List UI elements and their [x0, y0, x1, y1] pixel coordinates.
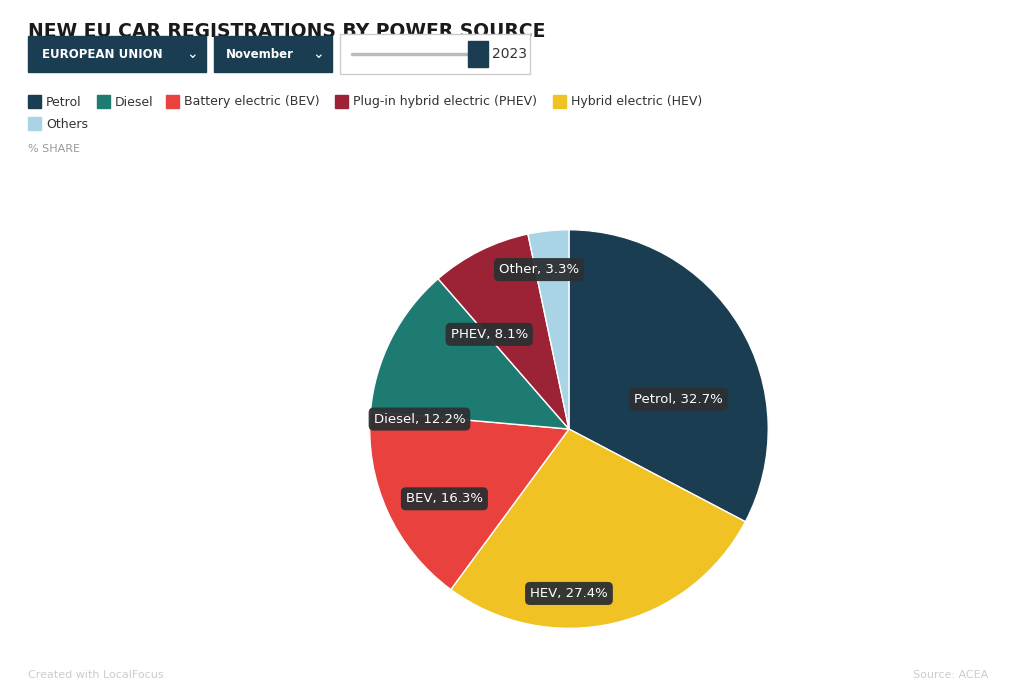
Wedge shape: [438, 234, 569, 429]
Text: November: November: [226, 48, 294, 60]
Bar: [28, 95, 41, 108]
Text: Petrol: Petrol: [46, 95, 81, 109]
Text: Battery electric (BEV): Battery electric (BEV): [184, 95, 320, 109]
Text: ⌄: ⌄: [186, 47, 198, 61]
Bar: [28, 36, 206, 72]
Bar: [28, 117, 41, 130]
Text: BEV, 16.3%: BEV, 16.3%: [406, 475, 483, 505]
Bar: [553, 95, 566, 108]
Bar: [167, 95, 180, 108]
Text: Plug-in hybrid electric (PHEV): Plug-in hybrid electric (PHEV): [353, 95, 536, 109]
Text: Others: Others: [46, 118, 88, 131]
Text: Hybrid electric (HEV): Hybrid electric (HEV): [571, 95, 702, 109]
Text: HEV, 27.4%: HEV, 27.4%: [530, 531, 608, 600]
Text: Petrol, 32.7%: Petrol, 32.7%: [622, 392, 723, 406]
Bar: [340, 34, 530, 74]
Wedge shape: [569, 230, 768, 522]
Wedge shape: [528, 230, 569, 429]
Text: Diesel: Diesel: [115, 95, 153, 109]
Text: % SHARE: % SHARE: [28, 144, 80, 154]
Text: NEW EU CAR REGISTRATIONS BY POWER SOURCE: NEW EU CAR REGISTRATIONS BY POWER SOURCE: [28, 22, 546, 41]
Wedge shape: [370, 412, 569, 590]
Text: PHEV, 8.1%: PHEV, 8.1%: [451, 328, 528, 353]
Text: Other, 3.3%: Other, 3.3%: [499, 263, 579, 297]
Bar: [98, 95, 110, 108]
Text: EUROPEAN UNION: EUROPEAN UNION: [42, 48, 163, 60]
Bar: [214, 36, 332, 72]
Bar: [335, 95, 347, 108]
Wedge shape: [451, 429, 746, 628]
Text: Source: ACEA: Source: ACEA: [912, 670, 988, 680]
Text: Created with LocalFocus: Created with LocalFocus: [28, 670, 164, 680]
Text: 2023: 2023: [492, 47, 527, 61]
Bar: [468, 41, 488, 67]
Text: ⌄: ⌄: [312, 47, 324, 61]
Wedge shape: [371, 279, 569, 429]
Text: Diesel, 12.2%: Diesel, 12.2%: [374, 412, 477, 426]
